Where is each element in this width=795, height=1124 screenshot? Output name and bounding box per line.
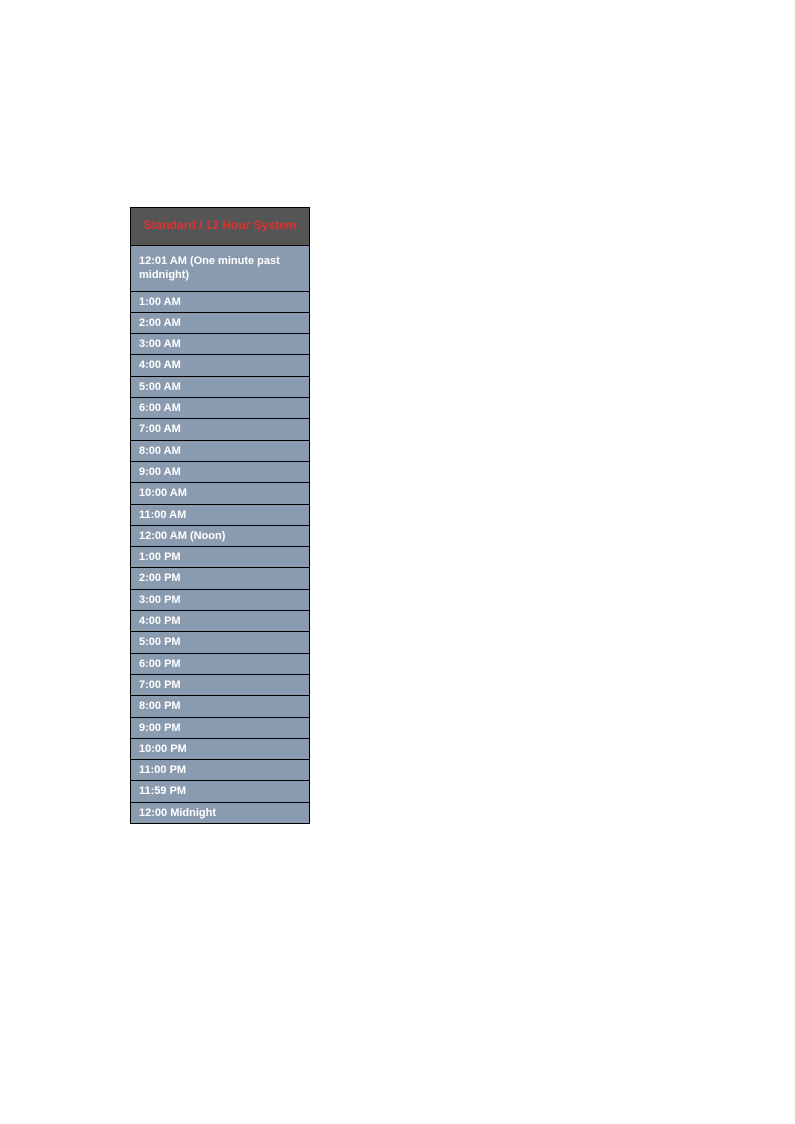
table-row: 1:00 AM [131,292,309,313]
table-row: 7:00 AM [131,419,309,440]
table-row: 6:00 PM [131,654,309,675]
table-header: Standard / 12 Hour System [131,208,309,246]
table-row: 8:00 PM [131,696,309,717]
table-row: 3:00 AM [131,334,309,355]
table-row: 9:00 PM [131,718,309,739]
table-row: 2:00 AM [131,313,309,334]
table-row: 4:00 PM [131,611,309,632]
table-row: 6:00 AM [131,398,309,419]
table-row: 12:01 AM (One minute past midnight) [131,246,309,292]
table-row: 2:00 PM [131,568,309,589]
table-row: 5:00 AM [131,377,309,398]
table-row: 1:00 PM [131,547,309,568]
table-row: 9:00 AM [131,462,309,483]
table-row: 10:00 PM [131,739,309,760]
table-row: 11:00 AM [131,505,309,526]
table-row: 7:00 PM [131,675,309,696]
time-system-table: Standard / 12 Hour System 12:01 AM (One … [130,207,310,824]
table-row: 5:00 PM [131,632,309,653]
table-row: 8:00 AM [131,441,309,462]
table-row: 12:00 AM (Noon) [131,526,309,547]
table-row: 4:00 AM [131,355,309,376]
table-row: 11:00 PM [131,760,309,781]
table-row: 10:00 AM [131,483,309,504]
table-row: 12:00 Midnight [131,803,309,823]
table-row: 3:00 PM [131,590,309,611]
table-row: 11:59 PM [131,781,309,802]
